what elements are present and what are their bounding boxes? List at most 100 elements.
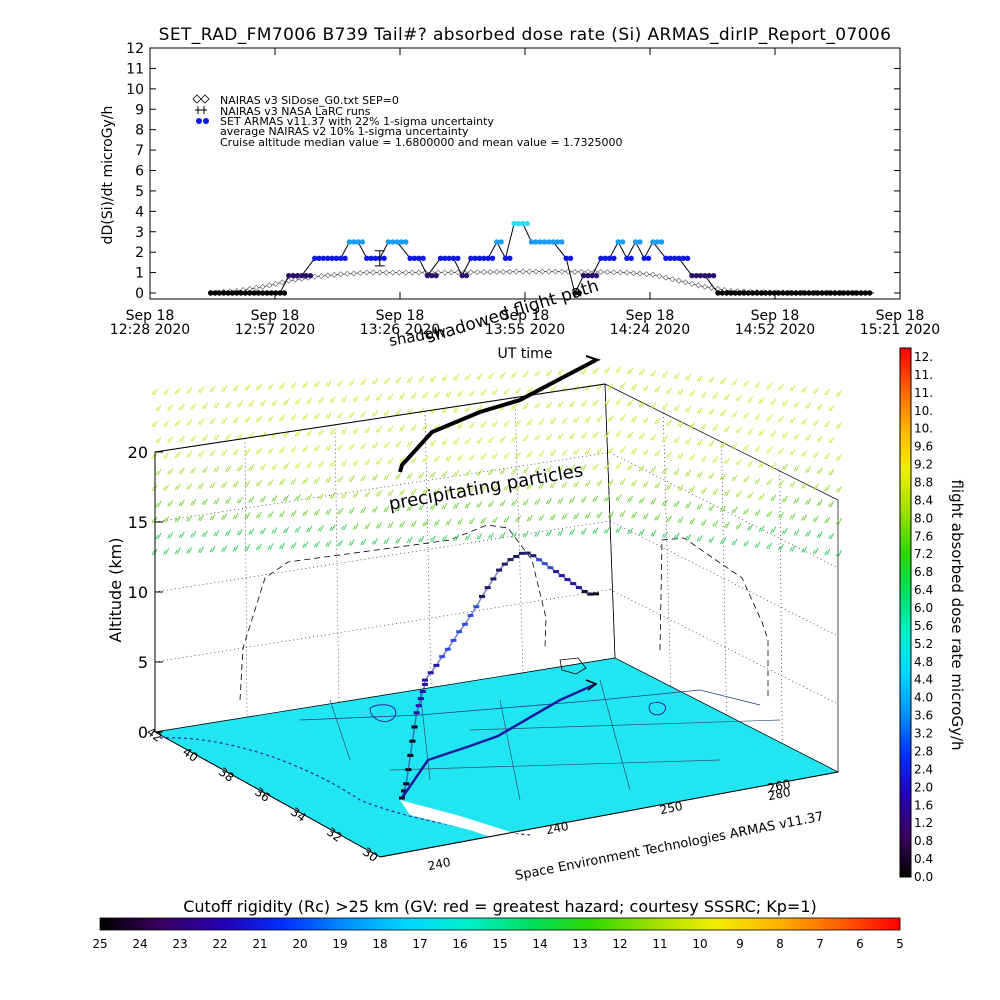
legend-entry: average NAIRAS v2 10% 1-sigma uncertaint… <box>220 125 469 138</box>
rigidity-tick-label: 8 <box>776 937 784 951</box>
x-tick-label: 15:21 2020 <box>860 322 940 338</box>
particle-mark <box>696 535 703 542</box>
dose-tick-label: 2.0 <box>914 780 933 794</box>
particle-mark <box>781 527 788 535</box>
particle-mark <box>700 455 707 462</box>
particle-mark <box>236 400 243 408</box>
particle-mark <box>534 370 541 377</box>
particle-mark <box>685 437 692 445</box>
lon-tick-label: 260 <box>767 777 792 795</box>
particle-mark <box>731 474 738 482</box>
armas-point <box>320 255 327 261</box>
armas-point <box>507 255 513 261</box>
particle-mark <box>174 515 181 523</box>
particle-mark <box>793 497 800 504</box>
particle-mark <box>244 384 251 391</box>
particle-mark <box>673 500 680 508</box>
armas-point <box>554 239 561 245</box>
particle-mark <box>642 480 649 488</box>
particle-mark <box>418 503 425 511</box>
nairas-point <box>688 280 695 287</box>
dose-tick-label: 4.8 <box>914 655 933 669</box>
armas-point <box>615 239 621 245</box>
particle-mark <box>453 406 460 413</box>
armas-point <box>858 290 864 296</box>
particle-mark <box>545 401 552 409</box>
particle-mark <box>441 438 448 446</box>
particle-mark <box>758 461 765 468</box>
armas-point <box>602 255 608 261</box>
dose-tick-label: 8.4 <box>914 493 933 507</box>
particle-mark <box>677 452 684 460</box>
armas-point <box>732 290 738 296</box>
particle-mark <box>580 528 587 535</box>
particle-mark <box>197 450 204 457</box>
wall-boundary-outlines <box>239 524 769 701</box>
grid-line <box>609 589 839 705</box>
armas-point <box>524 220 530 227</box>
particle-mark <box>213 433 220 441</box>
armas-point <box>359 239 366 245</box>
particle-mark <box>325 540 332 547</box>
y-axis-label: dD(Si)/dt microGy/h <box>100 106 116 245</box>
particle-mark <box>661 371 668 378</box>
armas-point <box>719 290 725 296</box>
armas-point <box>351 239 357 245</box>
armas-point <box>247 290 253 296</box>
particle-mark <box>201 402 208 409</box>
armas-point <box>333 255 340 261</box>
nairas-point <box>506 268 513 275</box>
nairas-point <box>617 269 624 276</box>
armas-point <box>702 272 708 279</box>
armas-point <box>741 290 747 296</box>
particle-mark <box>387 457 394 465</box>
armas-point <box>797 290 803 296</box>
particle-mark <box>627 431 634 439</box>
armas-point <box>342 255 348 261</box>
particle-mark <box>453 502 460 509</box>
particle-mark <box>395 505 402 512</box>
particle-mark <box>777 479 784 487</box>
particle-mark <box>719 441 726 449</box>
armas-point <box>697 272 704 279</box>
nairas-point <box>331 271 338 278</box>
y-tick-label: 5 <box>135 184 144 200</box>
particle-mark <box>723 457 730 465</box>
particle-mark <box>360 378 367 386</box>
dose-colorbar-ticks: 0.0 0.4 0.8 1.2 1.6 2.0 2.4 2.8 3.2 3.6 4.0 4.4 4.8 5… <box>914 350 933 884</box>
x-tick-label: Sep 18 <box>126 308 175 324</box>
particle-mark <box>793 465 800 472</box>
particle-mark <box>190 435 197 442</box>
particle-mark <box>225 433 232 440</box>
particle-mark <box>661 499 668 506</box>
armas-point <box>745 290 751 296</box>
particle-mark <box>503 420 510 427</box>
particle-mark <box>700 423 707 430</box>
particle-mark <box>259 527 266 535</box>
particle-mark <box>201 498 208 505</box>
armas-point <box>866 290 873 296</box>
armas-point <box>294 272 301 279</box>
particle-mark <box>615 462 622 469</box>
particle-mark <box>712 424 719 431</box>
particle-mark <box>592 495 599 503</box>
particle-mark <box>209 417 216 425</box>
particle-mark <box>410 456 417 463</box>
particle-mark <box>429 503 436 510</box>
dose-colorbar-label: flight absorbed dose rate microGy/h <box>948 479 966 750</box>
armas-point <box>234 290 240 296</box>
particle-mark <box>178 467 185 475</box>
armas-point <box>325 255 331 261</box>
lon-tick-label: 250 <box>659 799 684 817</box>
armas-point <box>567 255 574 261</box>
nairas-point <box>370 269 377 276</box>
particle-mark <box>627 495 634 503</box>
particle-mark <box>174 387 181 395</box>
particle-mark <box>743 540 750 547</box>
particle-mark <box>743 444 750 451</box>
particle-mark <box>607 447 614 454</box>
particle-mark <box>607 383 614 390</box>
particle-mark <box>824 452 831 460</box>
particle-mark <box>283 494 290 502</box>
